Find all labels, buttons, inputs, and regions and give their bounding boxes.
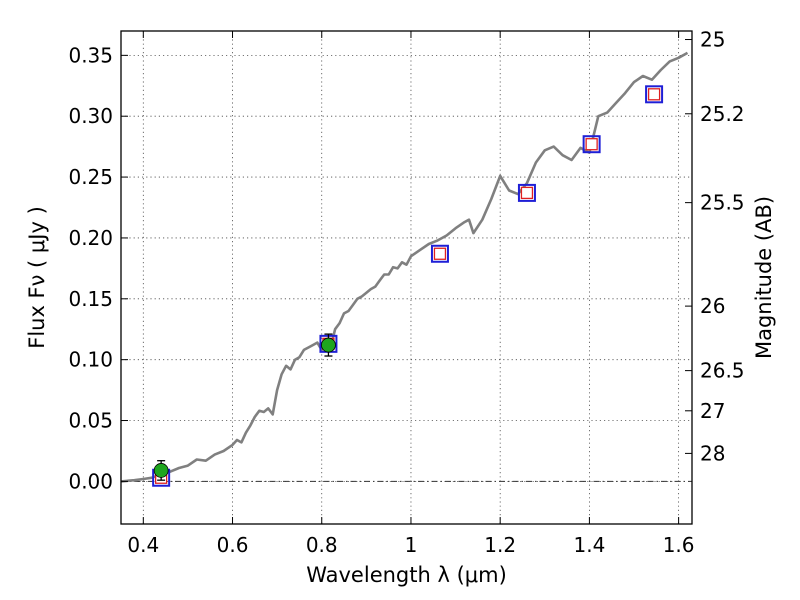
magnitude-tick-label: 25 xyxy=(700,28,725,52)
y-tick-label: 0.35 xyxy=(68,43,113,67)
y-axis: 0.00 0.05 0.10 0.15 0.20 0.25 0.30 0.35 xyxy=(68,43,128,493)
magnitude-axis: 25 25.2 25.5 26 26.5 27 28 xyxy=(685,28,745,465)
magnitude-tick-label: 28 xyxy=(700,441,725,465)
magnitude-tick-label: 25.5 xyxy=(700,191,745,215)
model-band-marker xyxy=(517,183,536,202)
model-band-marker xyxy=(430,244,449,263)
observed-point xyxy=(321,337,336,353)
model-band-marker-inner xyxy=(585,138,598,151)
magnitude-tick-label: 25.2 xyxy=(700,102,745,126)
x-tick-label: 1.6 xyxy=(663,533,695,557)
x-tick-label: 1 xyxy=(405,533,418,557)
model-band-marker-inner xyxy=(433,247,447,260)
x-tick-label: 0.4 xyxy=(127,533,159,557)
plot-frame xyxy=(120,30,693,525)
magnitude-tick-label: 27 xyxy=(700,399,725,423)
y-tick-label: 0.25 xyxy=(68,165,113,189)
model-band-marker xyxy=(582,135,601,154)
x-axis-label: Wavelength λ (μm) xyxy=(306,563,507,587)
grid xyxy=(121,31,692,524)
y-axis-label: Flux Fν ( μJy ) xyxy=(25,206,49,349)
y-tick-label: 0.05 xyxy=(68,409,113,433)
y-tick-label: 0.10 xyxy=(68,348,113,372)
x-tick-label: 0.6 xyxy=(217,533,249,557)
spectrum-line xyxy=(120,51,689,483)
y2-axis-label: Magnitude (AB) xyxy=(752,196,776,359)
x-tick-label: 1.2 xyxy=(484,533,516,557)
observed-point xyxy=(153,463,169,478)
data-markers xyxy=(152,85,664,487)
model-band-marker-inner xyxy=(520,186,534,200)
magnitude-tick-label: 26 xyxy=(700,294,725,318)
y-tick-label: 0.15 xyxy=(68,287,113,311)
x-tick-label: 1.4 xyxy=(573,533,605,557)
model-band-marker-inner xyxy=(647,88,661,101)
x-tick-label: 0.8 xyxy=(306,533,338,557)
y-tick-label: 0.20 xyxy=(68,226,113,250)
model-band-marker xyxy=(645,85,664,104)
magnitude-tick-label: 26.5 xyxy=(700,359,745,383)
y-tick-label: 0.00 xyxy=(68,469,113,493)
y-tick-label: 0.30 xyxy=(68,104,113,128)
x-axis: 0.4 0.6 0.8 1 1.2 1.4 1.6 xyxy=(127,31,695,557)
